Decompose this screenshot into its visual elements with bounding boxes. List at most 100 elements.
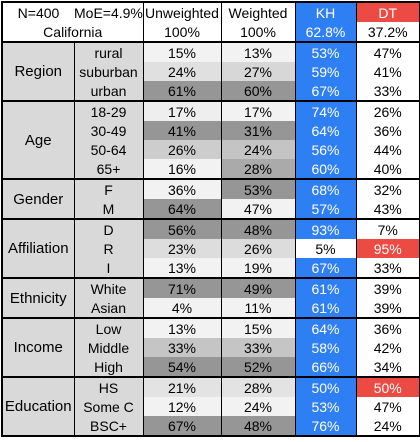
kh-cell: 60% [295, 159, 357, 179]
unweighted-cell: 23% [143, 239, 222, 258]
kh-cell: 61% [295, 277, 357, 298]
kh-cell: 64% [295, 317, 357, 338]
table-row: Asian 4% 11% 61% 39% [2, 298, 420, 318]
kh-cell: 67% [295, 81, 357, 101]
table-row: R 23% 26% 5% 95% [2, 239, 420, 258]
dt-cell: 36% [356, 317, 420, 338]
table-row: High 54% 52% 66% 34% [2, 357, 420, 377]
unweighted-cell: 26% [143, 140, 222, 159]
group-label: Affiliation [1, 218, 75, 278]
column-header-kh: KH [295, 1, 357, 22]
total-unweighted: 100% [143, 22, 222, 42]
subgroup-label: 18-29 [74, 100, 144, 121]
column-header-unweighted: Unweighted [143, 1, 222, 22]
table-row: Middle 33% 33% 58% 42% [2, 338, 420, 357]
table-row: I 13% 19% 67% 33% [2, 258, 420, 278]
kh-cell: 67% [295, 258, 357, 278]
table-row: M 64% 47% 57% 43% [2, 199, 420, 219]
weighted-cell: 53% [221, 178, 296, 199]
weighted-cell: 49% [221, 277, 296, 298]
dt-cell: 47% [356, 397, 420, 416]
subgroup-label: rural [74, 41, 144, 62]
subgroup-label: 65+ [74, 159, 144, 179]
table-row: urban 61% 60% 67% 33% [2, 81, 420, 101]
subgroup-label: I [74, 258, 144, 278]
unweighted-cell: 36% [143, 178, 222, 199]
subgroup-label: Low [74, 317, 144, 338]
weighted-cell: 17% [221, 100, 296, 121]
table-row: Education HS 21% 28% 50% 50% [1, 376, 420, 437]
dt-cell: 50% [356, 376, 420, 397]
table-row: 50-64 26% 24% 56% 44% [2, 140, 420, 159]
unweighted-cell: 71% [143, 277, 222, 298]
unweighted-cell: 17% [143, 100, 222, 121]
subgroup-label: D [74, 218, 144, 239]
dt-cell: 39% [356, 277, 420, 298]
weighted-cell: 15% [221, 317, 296, 338]
kh-cell: 53% [295, 397, 357, 416]
header-row: N=400 MoE=4.9% Unweighted Weighted KH DT [1, 1, 420, 22]
subgroup-label: High [74, 357, 144, 377]
table-row: BSC+ 67% 48% 76% 24% [2, 416, 420, 437]
dt-cell: 36% [356, 121, 420, 140]
unweighted-cell: 54% [143, 357, 222, 377]
weighted-cell: 33% [221, 338, 296, 357]
table-row: Income Low 13% 15% 64% 36% [1, 317, 420, 377]
kh-cell: 64% [295, 121, 357, 140]
subgroup-label: White [74, 277, 144, 298]
dt-cell: 33% [356, 81, 420, 101]
unweighted-cell: 12% [143, 397, 222, 416]
table-row: Ethnicity White 71% 49% 61% 39% [1, 277, 420, 318]
subgroup-label: M [74, 199, 144, 219]
unweighted-cell: 24% [143, 62, 222, 81]
kh-cell: 68% [295, 178, 357, 199]
weighted-cell: 24% [221, 397, 296, 416]
dt-cell: 39% [356, 298, 420, 318]
total-row: California 100% 100% 62.8% 37.2% [1, 22, 420, 42]
dt-cell: 95% [356, 239, 420, 258]
dt-cell: 34% [356, 357, 420, 377]
subgroup-label: suburban [74, 62, 144, 81]
kh-cell: 5% [295, 239, 357, 258]
kh-cell: 50% [295, 376, 357, 397]
unweighted-cell: 67% [143, 416, 222, 437]
column-header-dt: DT [356, 1, 420, 22]
weighted-cell: 31% [221, 121, 296, 140]
dt-cell: 42% [356, 338, 420, 357]
unweighted-cell: 33% [143, 338, 222, 357]
unweighted-cell: 15% [143, 41, 222, 62]
margin-of-error-label: MoE=4.9% [74, 1, 144, 22]
unweighted-cell: 61% [143, 81, 222, 101]
total-kh: 62.8% [295, 22, 357, 42]
dt-cell: 26% [356, 100, 420, 121]
total-row-label: California [1, 22, 144, 42]
total-weighted: 100% [221, 22, 296, 42]
weighted-cell: 26% [221, 239, 296, 258]
kh-cell: 57% [295, 199, 357, 219]
table-row: Age 18-29 17% 17% 74% 26% [1, 100, 420, 179]
group-label: Income [1, 317, 75, 377]
group-label: Gender [1, 178, 75, 219]
weighted-cell: 47% [221, 199, 296, 219]
unweighted-cell: 64% [143, 199, 222, 219]
unweighted-cell: 41% [143, 121, 222, 140]
table-row: 30-49 41% 31% 64% 36% [2, 121, 420, 140]
unweighted-cell: 4% [143, 298, 222, 318]
table-row: 65+ 16% 28% 60% 40% [2, 159, 420, 179]
subgroup-label: Asian [74, 298, 144, 318]
weighted-cell: 48% [221, 218, 296, 239]
kh-cell: 53% [295, 41, 357, 62]
subgroup-label: Middle [74, 338, 144, 357]
subgroup-label: Some C [74, 397, 144, 416]
kh-cell: 61% [295, 298, 357, 318]
group-label: Age [1, 100, 75, 179]
column-header-weighted: Weighted [221, 1, 296, 22]
dt-cell: 33% [356, 258, 420, 278]
kh-cell: 76% [295, 416, 357, 437]
dt-cell: 43% [356, 199, 420, 219]
subgroup-label: 50-64 [74, 140, 144, 159]
table-row: Some C 12% 24% 53% 47% [2, 397, 420, 416]
subgroup-label: 30-49 [74, 121, 144, 140]
weighted-cell: 60% [221, 81, 296, 101]
